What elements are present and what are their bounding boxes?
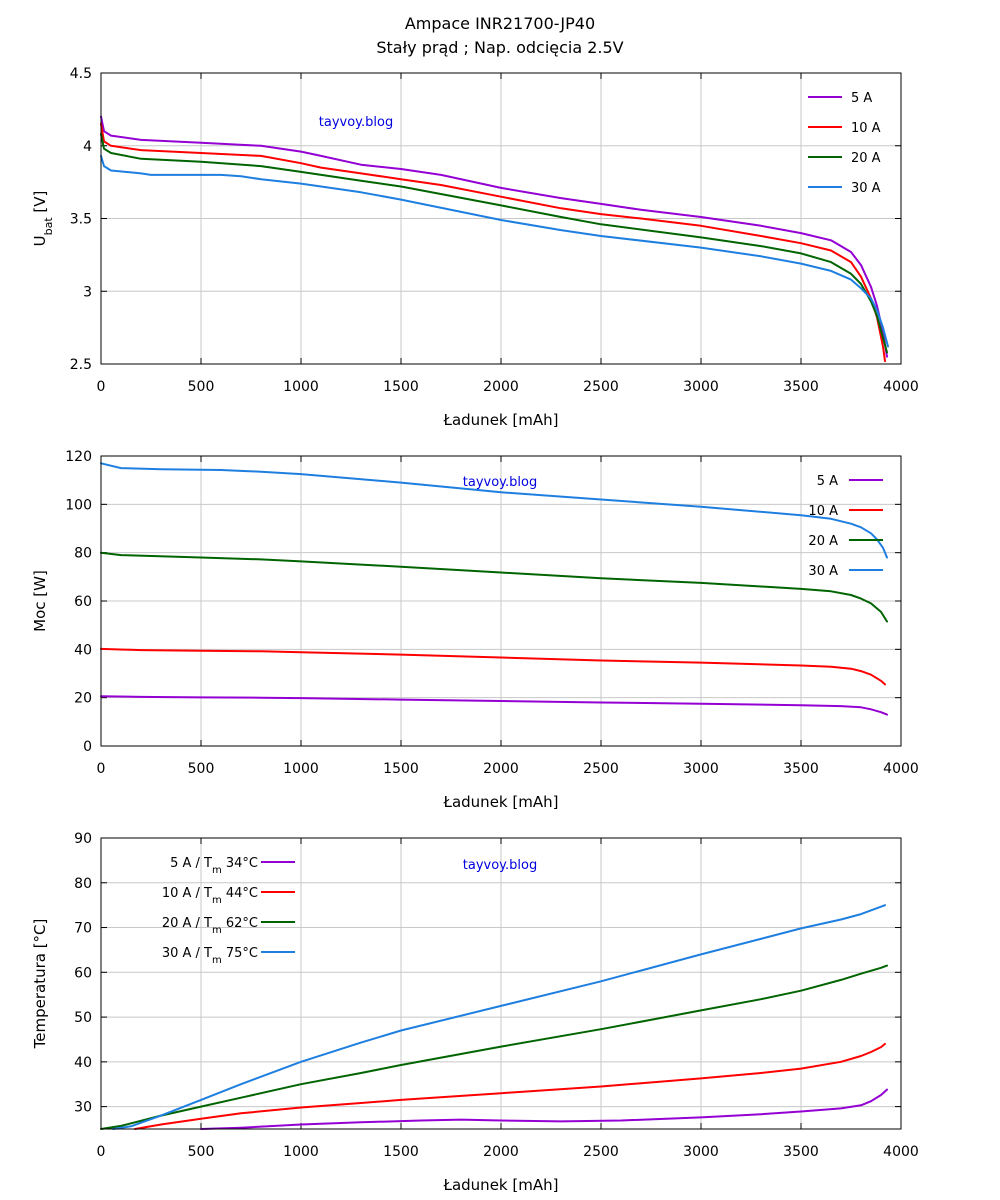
legend-label: 30 A <box>851 181 881 196</box>
legend: 5 A / Tm 34°C 10 A / Tm 44°C 20 A / Tm 62°… <box>162 856 295 966</box>
x-tick-label: 500 <box>188 1144 215 1160</box>
x-tick-label: 0 <box>97 1144 106 1160</box>
plot-frame <box>100 455 902 747</box>
y-tick-label: 90 <box>74 831 92 847</box>
x-tick-label: 500 <box>188 761 215 777</box>
legend-label: 20 A <box>851 151 881 166</box>
x-tick-label: 2500 <box>583 1144 619 1160</box>
legend-label: 10 A <box>808 504 838 519</box>
x-tick-label: 0 <box>97 761 106 777</box>
plot-frame <box>100 72 902 365</box>
x-tick-label: 4000 <box>883 1144 919 1160</box>
y-tick-label: 50 <box>74 1010 92 1026</box>
y-tick-label: 30 <box>74 1100 92 1116</box>
y-tick-label: 3 <box>83 284 92 300</box>
legend-label: 10 A / Tm 44°C <box>162 886 258 906</box>
x-tick-label: 3500 <box>783 1144 819 1160</box>
legend-label: 5 A <box>851 91 872 106</box>
x-tick-label: 1500 <box>383 379 419 395</box>
legend-label: 5 A <box>817 474 838 489</box>
x-tick-label: 3500 <box>783 379 819 395</box>
x-tick-label: 0 <box>97 379 106 395</box>
series-line-20a <box>100 964 888 1130</box>
legend: 5 A 10 A 20 A 30 A <box>808 474 883 579</box>
x-tick-label: 1000 <box>283 379 319 395</box>
x-tick-label: 2000 <box>483 761 519 777</box>
watermark: tayvoy.blog <box>463 475 537 490</box>
series-line-20a <box>100 133 888 354</box>
x-tick-label: 1000 <box>283 1144 319 1160</box>
chart-panel-1: 0 500 1000 1500 2000 2500 3000 3500 4000 2.5 3 3.5 4… <box>31 66 919 429</box>
x-tick-label: 4000 <box>883 761 919 777</box>
series-line-30a <box>100 154 889 348</box>
x-tick-label: 1500 <box>383 1144 419 1160</box>
y-tick-label: 4.5 <box>70 66 92 82</box>
y-tick-label: 40 <box>74 1055 92 1071</box>
legend-label: 20 A <box>808 534 838 549</box>
series-line-5a <box>100 115 888 358</box>
x-axis-label: Ładunek [mAh] <box>443 793 559 811</box>
y-tick-label: 120 <box>65 449 92 465</box>
y-tick-label: 3.5 <box>70 212 92 228</box>
series-line-5a <box>200 1088 888 1130</box>
grid <box>100 837 902 1129</box>
legend-label: 30 A / Tm 75°C <box>162 946 258 966</box>
x-tick-label: 4000 <box>883 379 919 395</box>
y-tick-label: 80 <box>74 876 92 892</box>
x-axis-label: Ładunek [mAh] <box>443 1176 559 1194</box>
x-axis-label: Ładunek [mAh] <box>443 411 559 429</box>
x-tick-label: 3500 <box>783 761 819 777</box>
y-tick-label: 60 <box>74 594 92 610</box>
y-tick-label: 40 <box>74 642 92 658</box>
x-tick-label: 1000 <box>283 761 319 777</box>
series-line-10a <box>100 122 886 363</box>
y-tick-label: 0 <box>83 739 92 755</box>
series-line-10a <box>134 1042 886 1130</box>
watermark: tayvoy.blog <box>463 858 537 873</box>
series-line-5a <box>100 695 888 716</box>
x-tick-label: 3000 <box>683 1144 719 1160</box>
chart-title-line-1: Ampace INR21700-JP40 <box>405 14 595 33</box>
legend-label: 10 A <box>851 121 881 136</box>
legend-label: 20 A / Tm 62°C <box>162 916 258 936</box>
series-line-10a <box>100 647 886 686</box>
y-tick-label: 70 <box>74 921 92 937</box>
y-tick-label: 60 <box>74 965 92 981</box>
y-tick-label: 100 <box>65 497 92 513</box>
y-axis-label: Temperatura [°C] <box>31 919 49 1050</box>
x-tick-label: 500 <box>188 379 215 395</box>
chart-title-line-2: Stały prąd ; Nap. odcięcia 2.5V <box>376 38 623 57</box>
chart-panel-2: 0 500 1000 1500 2000 2500 3000 3500 4000 0 20 40 60 8… <box>31 449 919 811</box>
x-tick-label: 2000 <box>483 379 519 395</box>
y-tick-label: 20 <box>74 691 92 707</box>
x-tick-label: 2500 <box>583 379 619 395</box>
x-tick-label: 1500 <box>383 761 419 777</box>
x-tick-label: 2000 <box>483 1144 519 1160</box>
grid <box>100 455 902 747</box>
x-tick-label: 3000 <box>683 379 719 395</box>
y-tick-label: 80 <box>74 546 92 562</box>
grid <box>100 72 902 365</box>
series-line-30a <box>100 462 888 559</box>
x-tick-label: 2500 <box>583 761 619 777</box>
y-axis-label: Ubat [V] <box>31 191 55 247</box>
x-tick-label: 3000 <box>683 761 719 777</box>
legend-label: 5 A / Tm 34°C <box>170 856 258 876</box>
legend: 5 A 10 A 20 A 30 A <box>808 91 881 196</box>
series-line-20a <box>100 551 888 623</box>
watermark: tayvoy.blog <box>319 115 393 130</box>
y-tick-label: 2.5 <box>70 357 92 373</box>
series-line-30a <box>112 904 886 1130</box>
y-tick-label: 4 <box>83 139 92 155</box>
legend-label: 30 A <box>808 564 838 579</box>
y-axis-label: Moc [W] <box>31 570 49 632</box>
plot-frame <box>100 837 902 1130</box>
chart-panel-3: 0 500 1000 1500 2000 2500 3000 3500 4000 30 40 50 60… <box>31 831 919 1194</box>
